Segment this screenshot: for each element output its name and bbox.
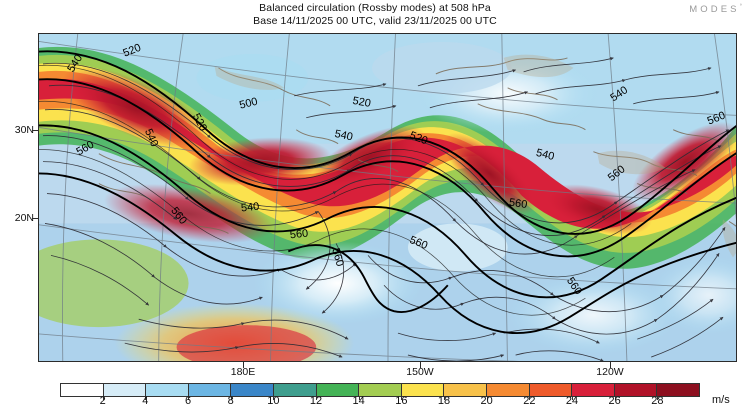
- colorbar-segment: [188, 384, 232, 396]
- contour-layer: [39, 50, 736, 334]
- colorbar-segment: [401, 384, 445, 396]
- x-axis-tick-150w: [420, 362, 422, 368]
- colorbar-tick: [273, 397, 275, 400]
- colorbar-segment: [359, 384, 402, 396]
- colorbar-tick-label: 16: [395, 395, 408, 407]
- colorbar-segment: [103, 384, 147, 396]
- colorbar-tick-label: 22: [523, 395, 536, 407]
- x-axis-label-150w: 150W: [406, 366, 434, 378]
- y-axis-tick-30n: [32, 130, 38, 132]
- y-axis-label-30n: 30N: [14, 124, 34, 136]
- contour-label: 520: [352, 95, 372, 110]
- colorbar-tick: [614, 397, 616, 400]
- x-axis-tick-120w: [610, 362, 612, 368]
- colorbar-segment: [614, 384, 658, 396]
- contour-label: 560: [289, 228, 308, 242]
- coastline-fill-layer: [214, 54, 736, 258]
- colorbar-segment: [146, 384, 189, 396]
- colorbar-tick-label: 26: [608, 395, 621, 407]
- colorbar-tick: [145, 397, 147, 400]
- x-axis-tick-180e: [243, 362, 245, 368]
- colorbar-tick-label: 12: [309, 395, 323, 407]
- colorbar-unit-label: m/s: [712, 394, 730, 406]
- y-axis-tick-20n: [32, 218, 38, 220]
- colorbar-segment: [657, 384, 699, 396]
- speed-shading-layer: [39, 34, 736, 361]
- colorbar-tick-label: 2: [99, 395, 106, 407]
- modes-logo: MODES°: [689, 4, 742, 15]
- contour-layer-thin: [39, 64, 632, 316]
- contour-label: 500: [238, 96, 259, 112]
- y-axis-label-20n: 20N: [14, 212, 34, 224]
- contour-label: 540: [535, 147, 556, 163]
- contour-label: 540: [334, 128, 354, 144]
- colorbar-tick: [316, 397, 317, 400]
- colorbar-tick: [572, 397, 573, 400]
- colorbar-segment: [486, 384, 530, 396]
- colorbar-segment: [529, 384, 573, 396]
- colorbar-tick: [486, 397, 488, 400]
- colorbar-tick-label: 6: [184, 395, 192, 407]
- page-title: Balanced circulation (Rossby modes) at 5…: [0, 2, 750, 27]
- streamline-layer: [42, 57, 730, 361]
- colorbar-segment: [273, 384, 317, 396]
- title-line-primary: Balanced circulation (Rossby modes) at 5…: [259, 2, 491, 14]
- modes-logo-text: MODES: [689, 4, 740, 16]
- colorbar-tick: [102, 397, 104, 400]
- colorbar-ticks: [60, 383, 700, 400]
- colorbar-tick: [358, 397, 360, 400]
- colorbar-segment: [572, 384, 615, 396]
- map-canvas: 540 520 560 500 520 540 520 520 540 540 …: [39, 34, 736, 361]
- colorbar-tick: [230, 397, 232, 400]
- colorbar-tick: [188, 397, 189, 400]
- x-axis-label-120w: 120W: [596, 366, 624, 378]
- colorbar-tick-label: 20: [480, 395, 493, 407]
- colorbar-tick-label: 14: [352, 395, 365, 407]
- colorbar-tick-label: 24: [565, 395, 579, 407]
- colorbar-tick-label: 28: [651, 395, 664, 407]
- colorbar[interactable]: [60, 383, 700, 397]
- colorbar-tick: [657, 397, 659, 400]
- graticule-layer: [39, 34, 736, 361]
- colorbar-tick-label: 4: [142, 395, 149, 407]
- contour-label: 560: [508, 197, 528, 211]
- colorbar-segment: [61, 384, 104, 396]
- colorbar-tick-label: 10: [267, 395, 280, 407]
- contour-label: 540: [240, 201, 259, 215]
- colorbar-segment: [231, 384, 274, 396]
- colorbar-tick: [529, 397, 531, 400]
- colorbar-segment: [444, 384, 487, 396]
- colorbar-segment: [316, 384, 360, 396]
- x-axis-label-180e: 180E: [230, 366, 256, 378]
- contour-label: 560: [329, 247, 346, 268]
- map-panel[interactable]: 540 520 560 500 520 540 520 520 540 540 …: [38, 33, 737, 362]
- title-line-secondary: Base 14/11/2025 00 UTC, valid 23/11/2025…: [253, 14, 497, 27]
- colorbar-tick: [444, 397, 445, 400]
- modes-logo-mark: °: [739, 4, 742, 10]
- colorbar-tick-label: 18: [437, 395, 451, 407]
- colorbar-tick: [401, 397, 403, 400]
- colorbar-tick-label: 8: [227, 395, 234, 407]
